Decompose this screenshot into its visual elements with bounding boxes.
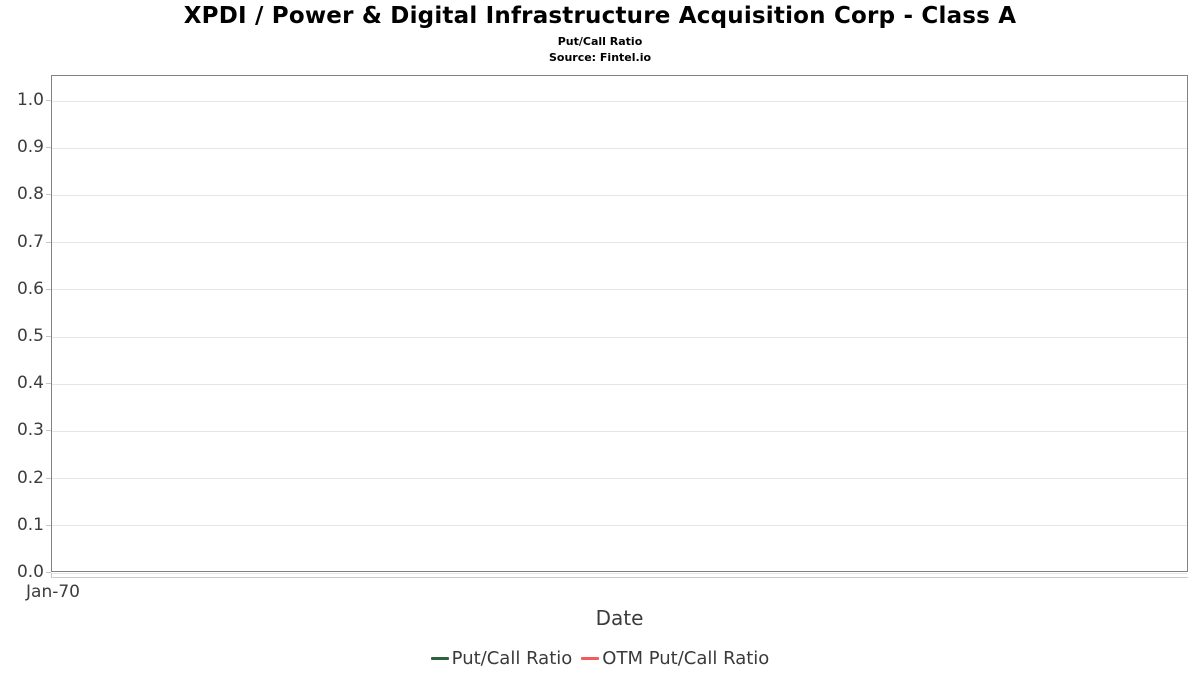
y-tick-label: 0.6: [16, 278, 44, 299]
y-gridline: [52, 572, 1187, 574]
y-gridline: [52, 430, 1187, 432]
y-gridline: [52, 383, 1187, 385]
y-gridline: [52, 242, 1187, 244]
y-gridline: [52, 147, 1187, 149]
legend-label-otm-putcall[interactable]: OTM Put/Call Ratio: [602, 648, 770, 669]
y-axis-tick-mark: [46, 383, 51, 385]
y-tick-label: 0.2: [16, 467, 44, 488]
x-axis-tick-mark: [51, 573, 52, 577]
x-axis-title: Date: [595, 606, 644, 630]
legend-line-icon-otm-putcall: [581, 657, 600, 660]
y-tick-label: 0.4: [16, 373, 44, 394]
y-axis-tick-mark: [46, 572, 51, 573]
chart-source-label: Source: Fintel.io: [548, 51, 652, 64]
y-axis-tick-mark: [46, 524, 51, 526]
y-tick-label: 0.0: [16, 562, 44, 582]
chart-title: XPDI / Power & Digital Infrastructure Ac…: [183, 3, 1017, 29]
y-gridline: [52, 194, 1187, 196]
y-tick-label: 0.1: [16, 514, 44, 535]
x-tick-label: Jan-70: [26, 582, 80, 602]
y-gridline: [52, 336, 1187, 338]
y-tick-label: 0.8: [16, 184, 44, 205]
y-axis-labels: 1.0 0.9 0.8 0.7 0.6 0.5 0.4 0.3 0.2 0.1 0.0: [0, 0, 51, 675]
y-axis-tick-mark: [46, 430, 51, 432]
y-tick-label: 0.3: [16, 420, 44, 441]
y-axis-tick-mark: [46, 147, 51, 149]
x-axis-line: [51, 577, 1188, 578]
y-axis-tick-mark: [46, 336, 51, 337]
y-axis-tick-mark: [46, 194, 51, 196]
y-axis-tick-mark: [46, 241, 51, 243]
y-gridline: [52, 100, 1187, 102]
y-tick-label: 0.7: [16, 231, 44, 252]
legend-line-icon-putcall: [430, 657, 449, 660]
y-gridline: [52, 525, 1187, 527]
plot-area: [51, 75, 1188, 574]
legend-label-putcall[interactable]: Put/Call Ratio: [451, 648, 573, 669]
y-axis-tick-mark: [46, 477, 51, 479]
y-gridline: [52, 289, 1187, 291]
y-axis-tick-mark: [46, 100, 51, 101]
chart-legend: Put/Call Ratio OTM Put/Call Ratio: [0, 648, 1200, 669]
y-tick-label: 0.5: [16, 326, 44, 346]
y-tick-label: 0.9: [16, 137, 44, 158]
chart-subtitle: Put/Call Ratio: [557, 35, 643, 48]
y-axis-tick-mark: [46, 288, 51, 290]
y-tick-label: 1.0: [16, 90, 44, 110]
y-gridline: [52, 478, 1187, 480]
